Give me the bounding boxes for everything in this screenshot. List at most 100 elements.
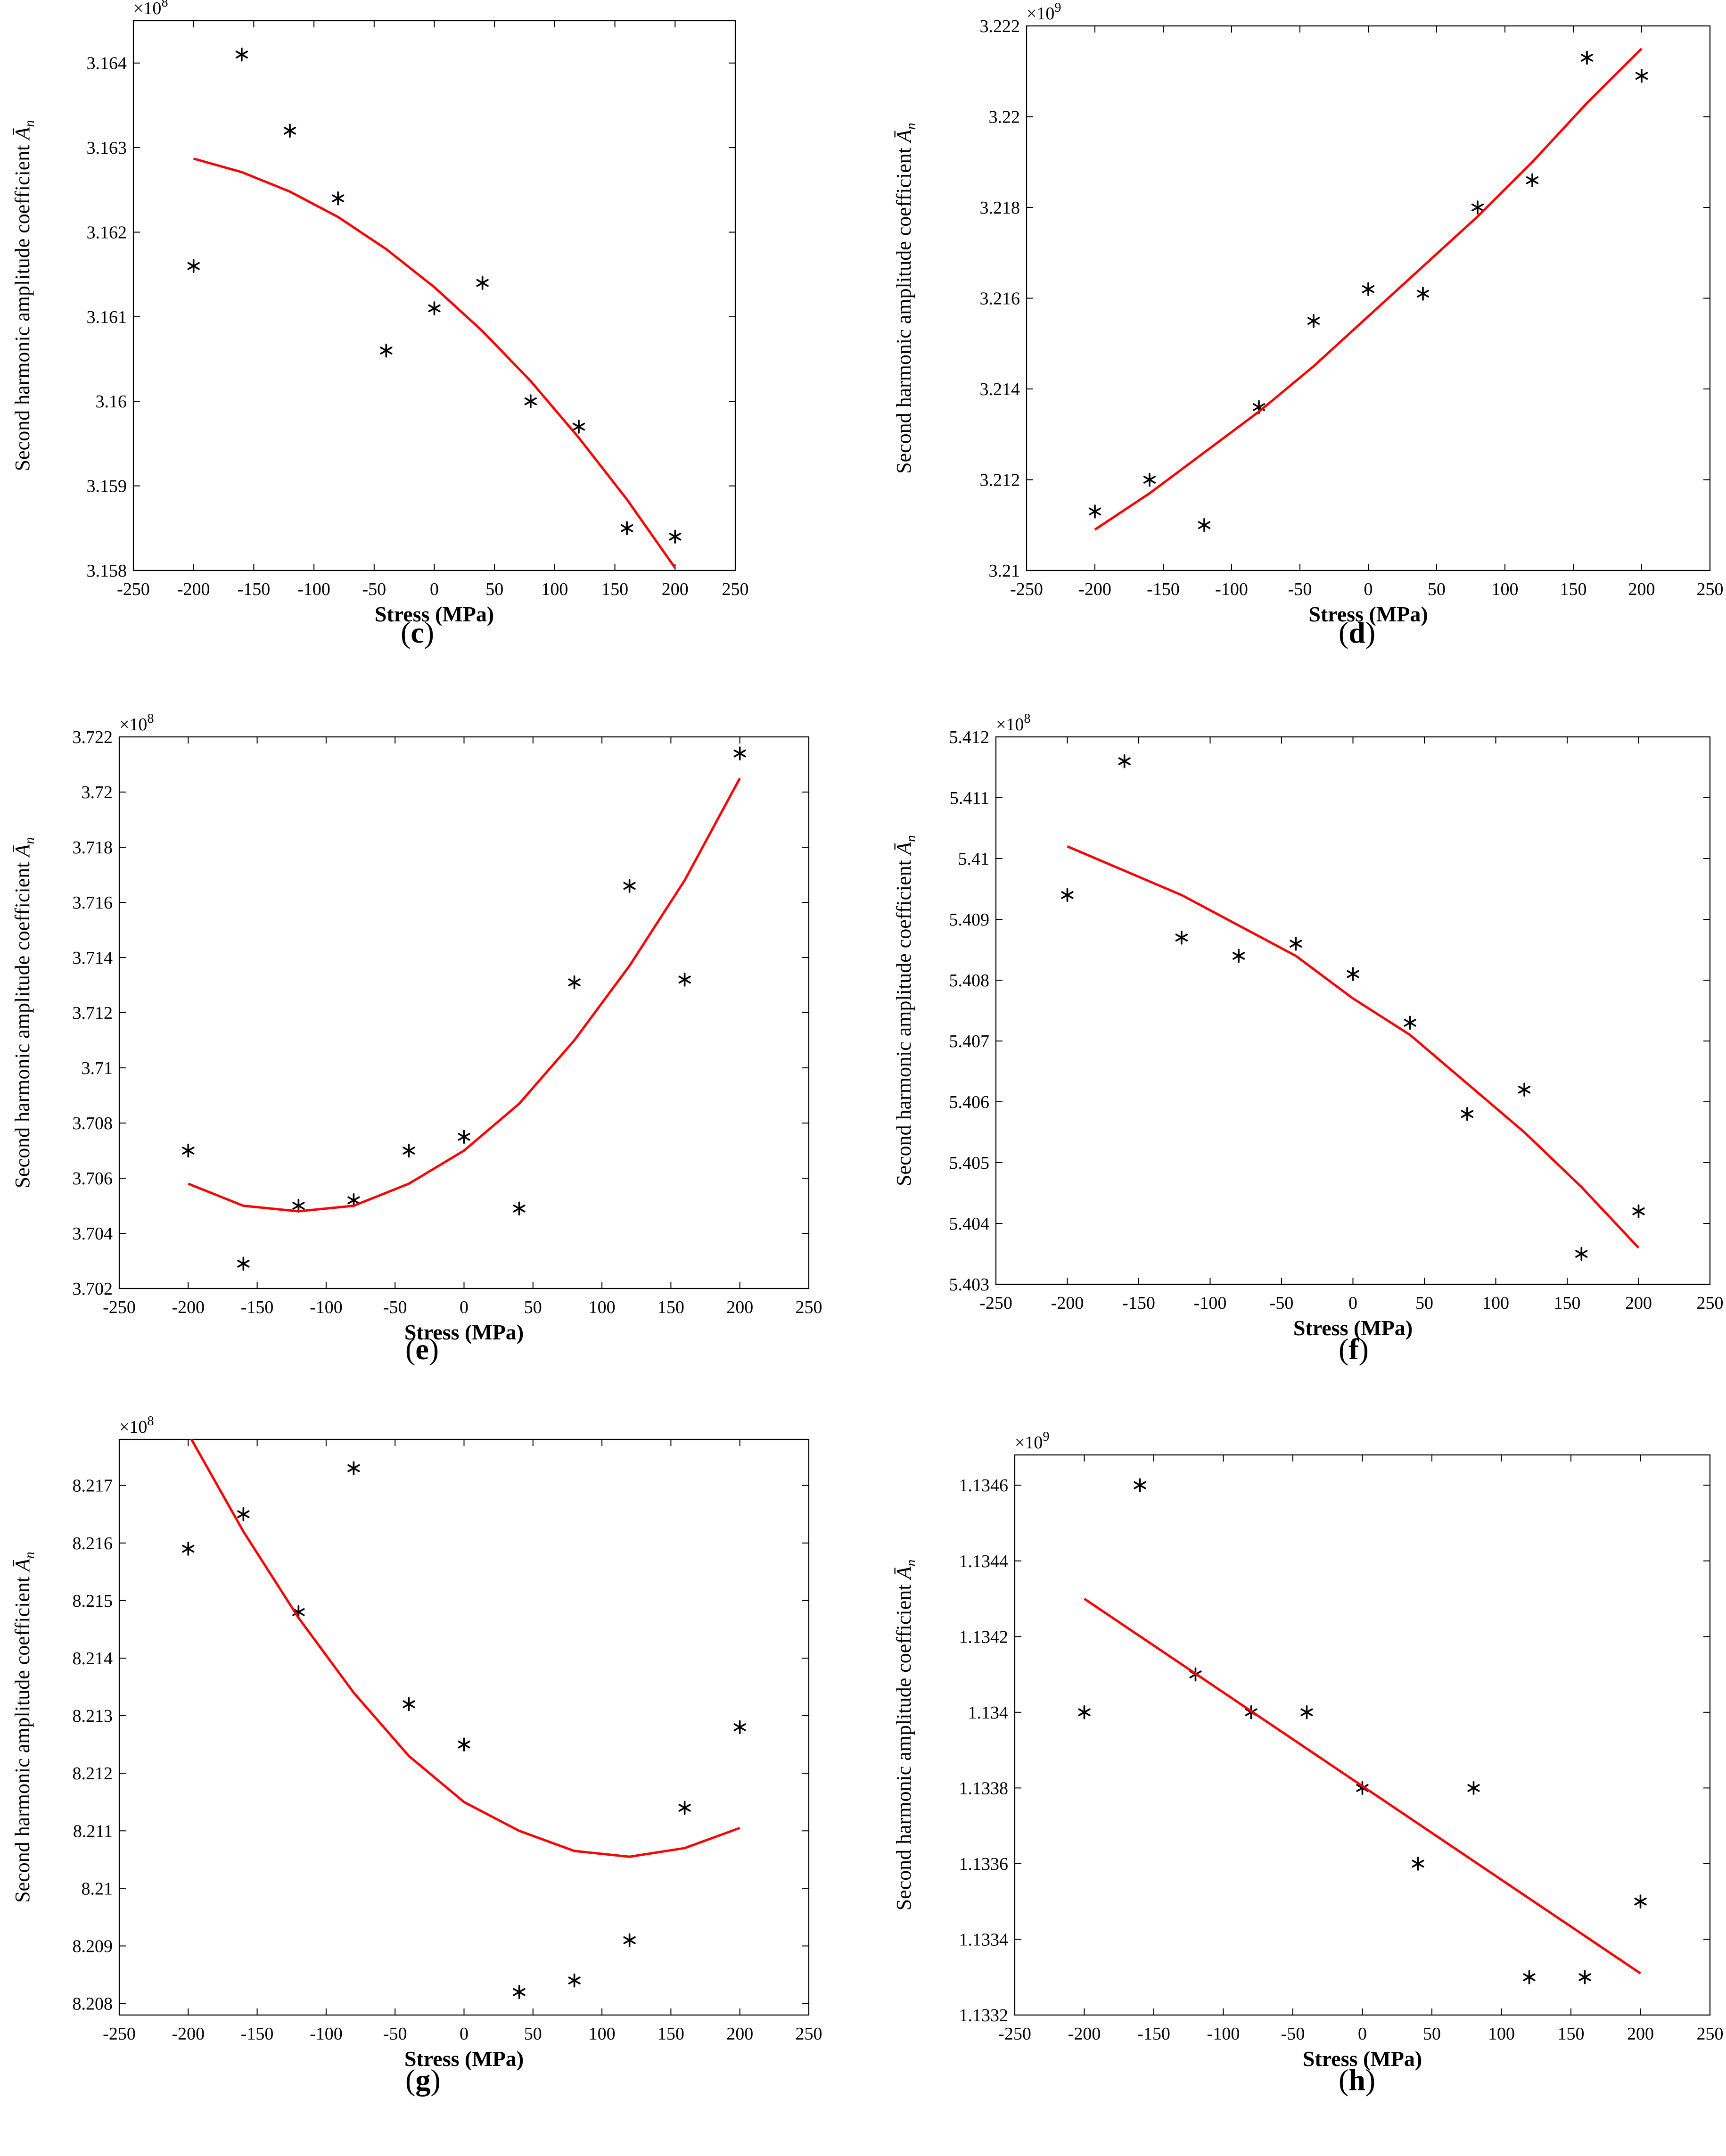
x-tick-label: -100: [310, 1297, 343, 1317]
y-exponent-label: ×108: [996, 711, 1030, 735]
data-point: [1362, 282, 1375, 297]
x-tick-label: -200: [1078, 579, 1111, 599]
x-tick-label: -50: [1288, 579, 1312, 599]
y-tick-label: 1.1338: [959, 1778, 1009, 1798]
data-point: [292, 1198, 305, 1213]
chart-panel-d: -250 -200 -150 -100 -50 0 50 100 150 200 250 3.21 3.…: [881, 0, 1726, 684]
y-tick-label: 3.716: [73, 893, 113, 913]
x-tick-label: 200: [1628, 579, 1655, 599]
data-point: [403, 1143, 415, 1158]
x-tick-label: 50: [524, 2024, 542, 2044]
data-point: [1356, 1781, 1369, 1795]
y-tick-label: 5.404: [949, 1214, 990, 1234]
x-tick-label: -250: [979, 1293, 1012, 1313]
x-tick-label: -50: [383, 1297, 407, 1317]
x-tick-label: 0: [460, 2024, 468, 2044]
y-tick-label: 8.208: [73, 1994, 113, 2014]
y-tick-label: 3.16: [96, 392, 127, 412]
x-tick-label: 150: [658, 1297, 684, 1317]
panel-caption-letter: g: [415, 2063, 431, 2097]
data-point: [572, 420, 585, 434]
y-axis-label: Second harmonic amplitude coefficient Ān: [11, 837, 37, 1189]
x-tick-label: 0: [460, 1297, 468, 1317]
y-tick-label: 5.406: [949, 1092, 990, 1112]
data-point: [237, 1256, 250, 1271]
x-axis-label: Stress (MPa): [1303, 2047, 1422, 2071]
data-point: [1526, 173, 1539, 188]
data-point: [623, 1933, 636, 1948]
x-tick-label: 200: [1627, 2024, 1654, 2044]
x-tick-label: 150: [601, 579, 628, 599]
data-point: [678, 972, 691, 987]
y-tick-label: 8.211: [73, 1821, 113, 1841]
chart-panel-c: -250 -200 -150 -100 -50 0 50 100 150 200 250 3.158 3…: [0, 0, 867, 684]
data-point: [1134, 1478, 1146, 1493]
data-point: [347, 1461, 360, 1475]
data-point: [1118, 754, 1131, 768]
data-point: [182, 1143, 195, 1158]
data-point: [182, 1542, 195, 1556]
x-tick-label: -250: [103, 1297, 136, 1317]
data-point: [1307, 314, 1320, 328]
data-point: [187, 259, 200, 273]
x-tick-label: -150: [238, 579, 271, 599]
x-tick-label: -100: [1194, 1293, 1227, 1313]
x-tick-label: 250: [1697, 579, 1724, 599]
x-tick-label: 100: [1482, 1293, 1509, 1313]
x-tick-label: -200: [1068, 2024, 1101, 2044]
data-point: [1461, 1107, 1474, 1121]
x-tick-label: -100: [310, 2024, 343, 2044]
chart-svg-h: -250 -200 -150 -100 -50 0 50 100 150 200 250 1.1332…: [892, 1429, 1724, 2071]
panel-caption-e: (e): [405, 1332, 439, 1366]
x-tick-label: 100: [541, 579, 568, 599]
y-tick-label: 3.163: [87, 138, 127, 158]
x-tick-label: -50: [383, 2024, 407, 2044]
panel-caption-d: (d): [1339, 616, 1376, 649]
data-point: [1634, 1894, 1647, 1908]
data-point: [283, 124, 296, 138]
data-point: [237, 1507, 250, 1521]
data-point: [1578, 1970, 1591, 1984]
x-tick-label: -200: [177, 579, 210, 599]
x-tick-label: 0: [1348, 1293, 1357, 1313]
y-tick-label: 3.712: [73, 1003, 113, 1023]
data-point: [1412, 1857, 1424, 1871]
fit-line: [1067, 845, 1640, 1249]
chart-panel-f: -250 -200 -150 -100 -50 0 50 100 150 200 250 5.403 5…: [881, 707, 1726, 1391]
x-tick-label: 100: [1492, 579, 1519, 599]
data-point: [428, 301, 441, 315]
x-tick-label: 0: [1358, 2024, 1367, 2044]
y-tick-label: 5.408: [949, 971, 990, 991]
x-tick-label: -250: [117, 579, 150, 599]
y-tick-label: 3.218: [980, 198, 1020, 218]
data-point: [1467, 1781, 1480, 1795]
x-axis-label: Stress (MPa): [404, 1320, 524, 1344]
y-tick-label: 3.216: [980, 289, 1020, 309]
x-tick-label: 150: [1554, 1293, 1581, 1313]
data-point: [1078, 1705, 1091, 1719]
data-point: [1061, 888, 1074, 902]
y-tick-label: 3.718: [73, 838, 113, 858]
y-tick-label: 3.22: [989, 107, 1020, 127]
panel-caption-letter: c: [411, 616, 424, 649]
panel-caption-f: (f): [1339, 1332, 1369, 1366]
x-tick-label: 200: [726, 1297, 753, 1317]
x-axis-label: Stress (MPa): [1308, 602, 1428, 626]
x-tick-label: -150: [241, 2024, 274, 2044]
data-point: [476, 276, 489, 290]
y-tick-label: 3.21: [989, 561, 1020, 581]
panel-caption-letter: h: [1348, 2063, 1365, 2097]
y-tick-label: 3.722: [73, 727, 113, 747]
data-point: [623, 879, 636, 893]
x-tick-label: 0: [430, 579, 439, 599]
plot-area: [118, 736, 810, 1289]
x-tick-label: 100: [1488, 2024, 1515, 2044]
x-tick-label: 250: [796, 2024, 822, 2044]
x-tick-label: 50: [1423, 2024, 1441, 2044]
data-point: [1580, 50, 1594, 65]
y-tick-label: 1.134: [968, 1703, 1009, 1723]
chart-panel-h: -250 -200 -150 -100 -50 0 50 100 150 200 250 1.1332…: [881, 1429, 1726, 2122]
x-tick-label: 250: [1697, 1293, 1724, 1313]
x-tick-label: -150: [1137, 2024, 1170, 2044]
data-point: [1404, 1016, 1416, 1030]
